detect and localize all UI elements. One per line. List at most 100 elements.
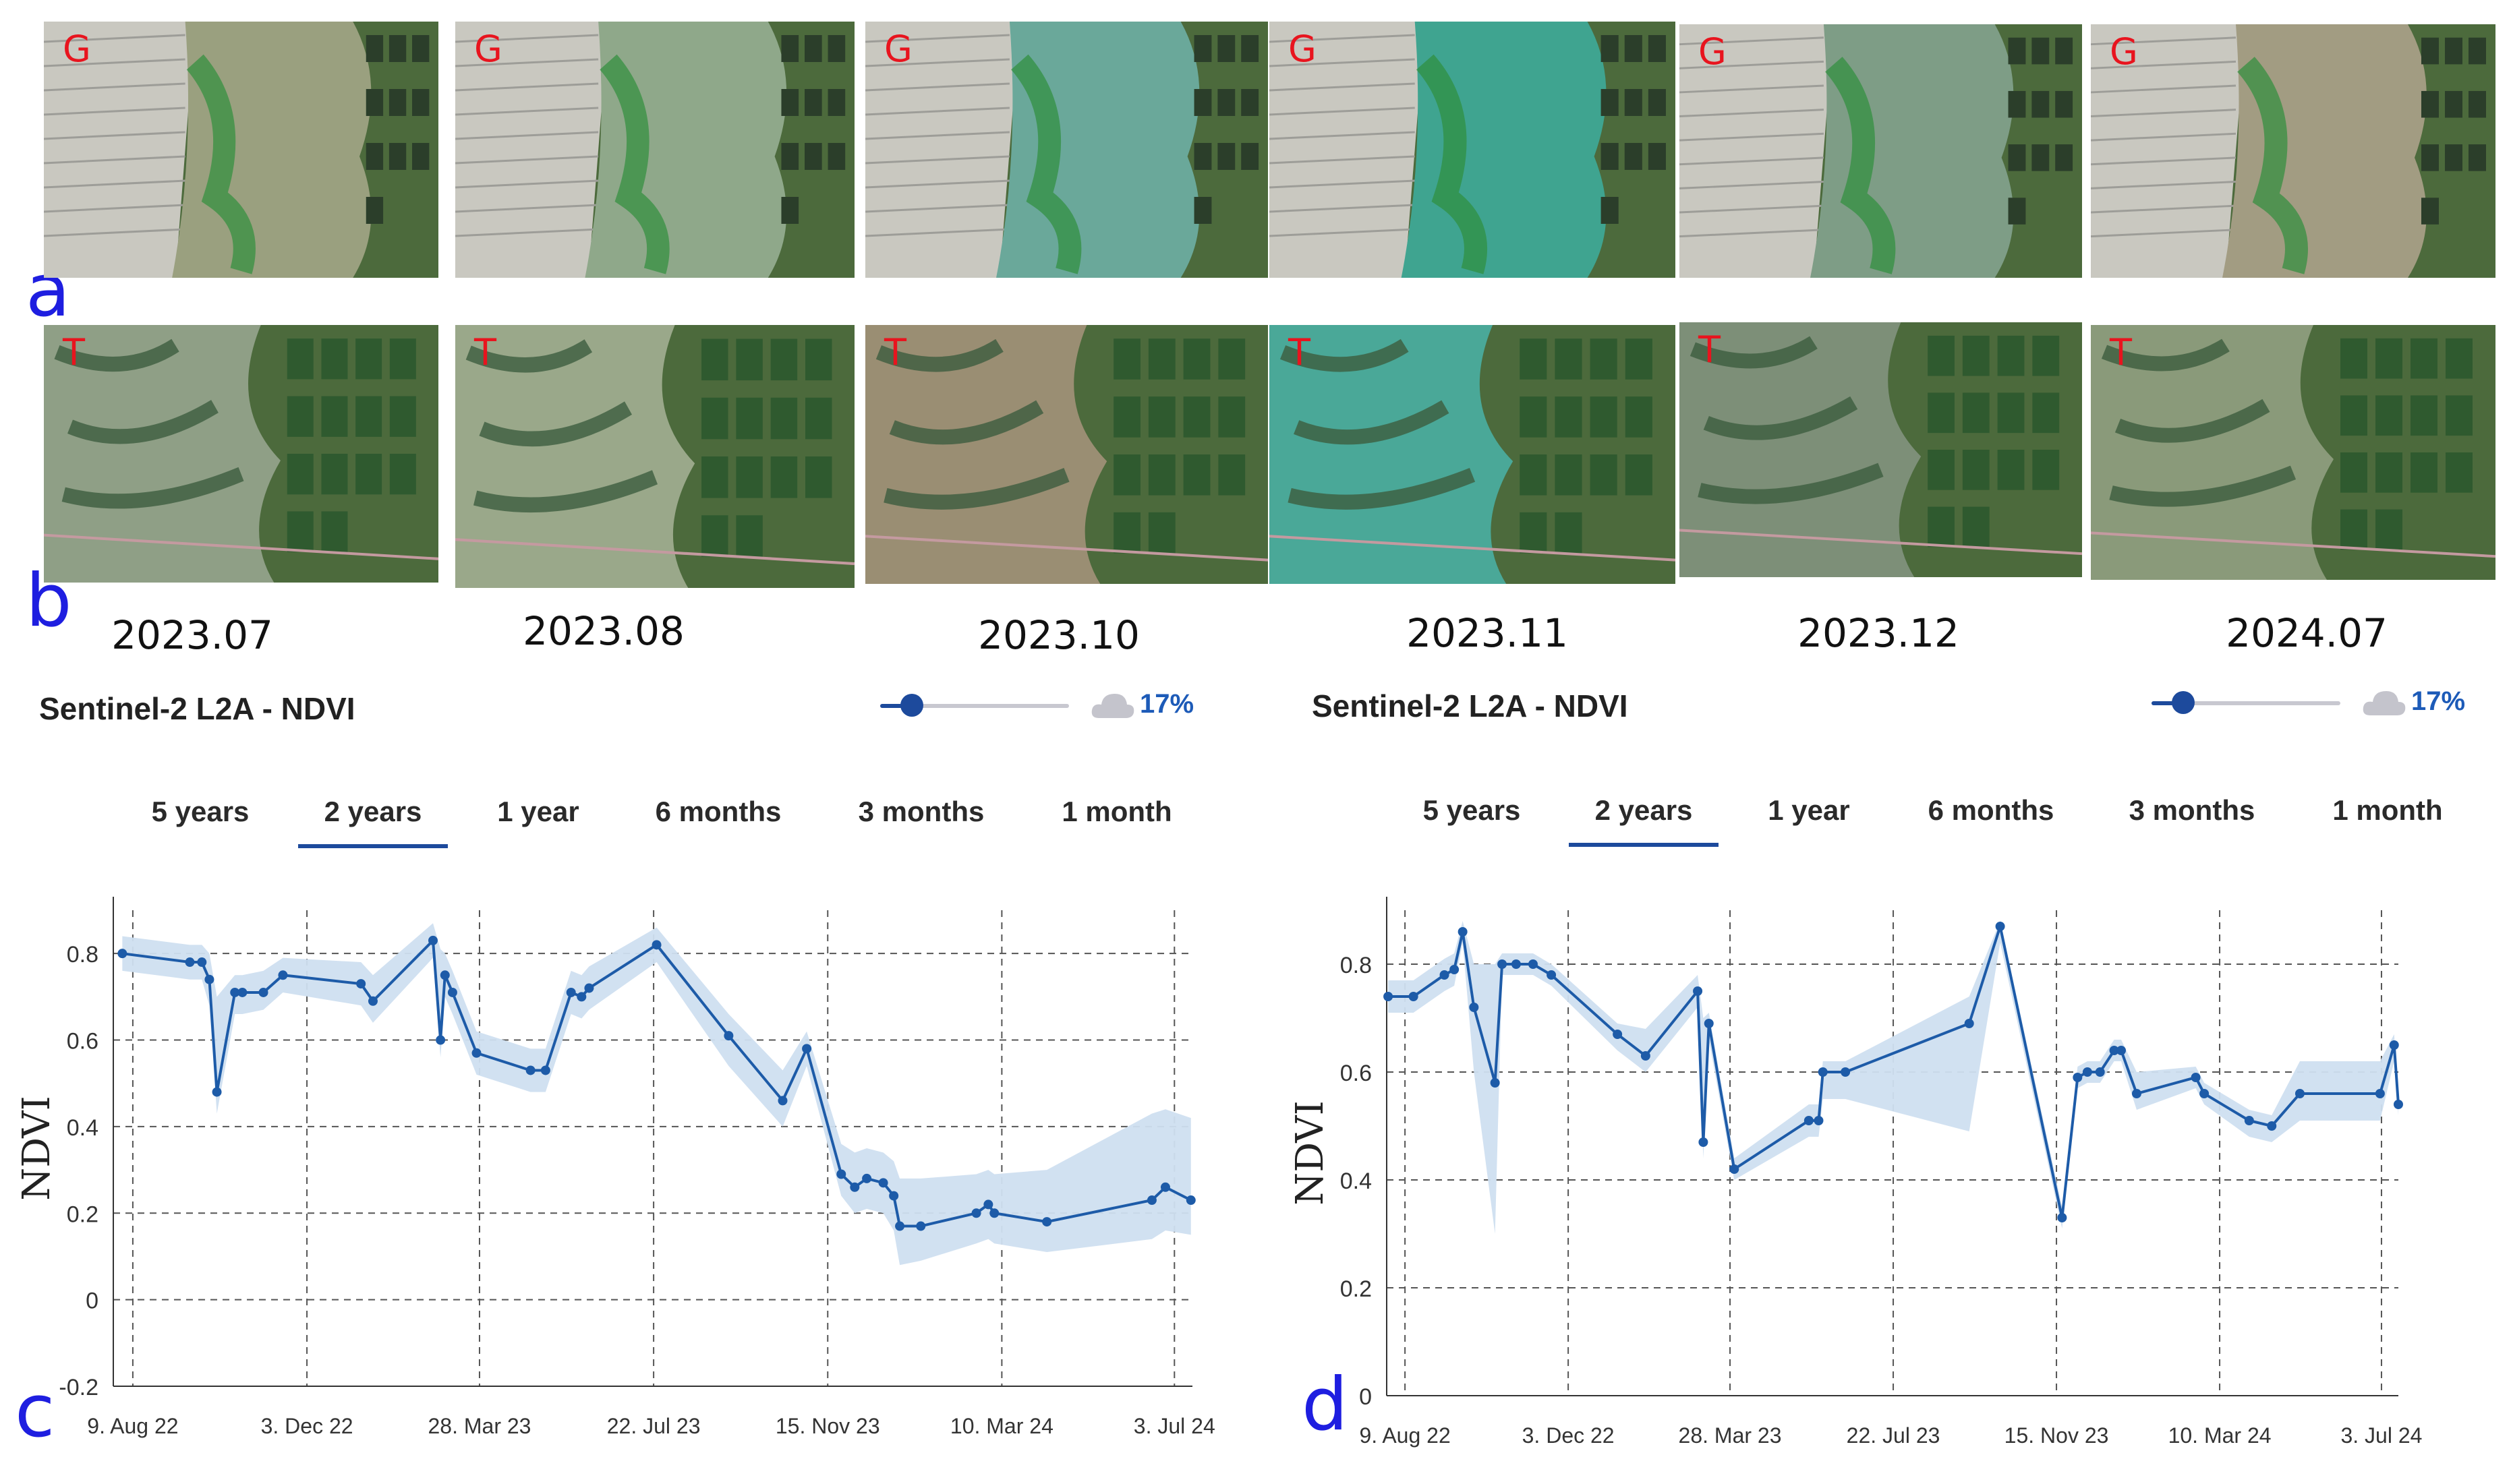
ndvi-data-point[interactable] bbox=[525, 1065, 536, 1075]
ndvi-data-point[interactable] bbox=[850, 1182, 860, 1192]
ndvi-data-point[interactable] bbox=[724, 1031, 734, 1041]
ndvi-data-point[interactable] bbox=[2073, 1073, 2083, 1082]
ndvi-data-point[interactable] bbox=[1995, 922, 2005, 931]
ndvi-data-point[interactable] bbox=[2109, 1046, 2119, 1055]
ndvi-data-point[interactable] bbox=[1693, 986, 1703, 996]
pan-divider bbox=[865, 179, 1010, 189]
ndvi-data-point[interactable] bbox=[1729, 1164, 1739, 1174]
tab-2-years[interactable]: 2 years bbox=[1594, 794, 1693, 826]
ndvi-data-point[interactable] bbox=[2082, 1067, 2092, 1077]
ndvi-data-point[interactable] bbox=[1803, 1116, 1814, 1125]
ndvi-data-point[interactable] bbox=[1640, 1051, 1650, 1061]
ndvi-data-point[interactable] bbox=[368, 996, 378, 1006]
tab-1-month[interactable]: 1 month bbox=[1062, 796, 1172, 827]
ndvi-data-point[interactable] bbox=[577, 992, 587, 1002]
ndvi-data-point[interactable] bbox=[983, 1199, 993, 1210]
ndvi-data-point[interactable] bbox=[540, 1065, 550, 1075]
ndvi-data-point[interactable] bbox=[2294, 1089, 2305, 1098]
fish-pond bbox=[781, 35, 799, 62]
ndvi-data-point[interactable] bbox=[1497, 959, 1507, 969]
ndvi-data-point[interactable] bbox=[2191, 1073, 2201, 1082]
tab-6-months[interactable]: 6 months bbox=[1928, 794, 2054, 826]
ndvi-data-point[interactable] bbox=[1547, 970, 1557, 980]
ndvi-data-point[interactable] bbox=[212, 1087, 222, 1097]
ndvi-data-point[interactable] bbox=[471, 1048, 482, 1058]
ndvi-data-point[interactable] bbox=[1704, 1019, 1714, 1028]
fish-pond bbox=[2031, 37, 2050, 65]
tab-3-months[interactable]: 3 months bbox=[2129, 794, 2255, 826]
ndvi-data-point[interactable] bbox=[447, 987, 457, 997]
ndvi-data-point[interactable] bbox=[258, 987, 268, 997]
cloud-cover-slider-left[interactable]: 17% bbox=[880, 685, 1197, 725]
ndvi-data-point[interactable] bbox=[2057, 1213, 2067, 1222]
ndvi-data-point[interactable] bbox=[778, 1096, 788, 1106]
tab-2-years[interactable]: 2 years bbox=[324, 796, 422, 827]
ndvi-data-point[interactable] bbox=[197, 957, 207, 968]
ndvi-data-point[interactable] bbox=[278, 970, 288, 980]
ndvi-data-point[interactable] bbox=[836, 1169, 846, 1179]
ndvi-data-point[interactable] bbox=[1147, 1195, 1157, 1206]
ndvi-data-point[interactable] bbox=[2116, 1046, 2127, 1055]
ndvi-data-point[interactable] bbox=[1439, 970, 1449, 980]
ndvi-data-point[interactable] bbox=[1613, 1030, 1623, 1039]
tab-1-month[interactable]: 1 month bbox=[2332, 794, 2443, 826]
ndvi-data-point[interactable] bbox=[1457, 927, 1468, 937]
ndvi-data-point[interactable] bbox=[1818, 1067, 1828, 1077]
ndvi-data-point[interactable] bbox=[440, 970, 450, 980]
ndvi-data-point[interactable] bbox=[1490, 1078, 1500, 1088]
tab-5-years[interactable]: 5 years bbox=[151, 796, 250, 827]
ndvi-data-point[interactable] bbox=[2095, 1067, 2105, 1077]
ndvi-data-point[interactable] bbox=[1469, 1003, 1479, 1012]
ndvi-data-point[interactable] bbox=[185, 957, 195, 968]
ndvi-data-point[interactable] bbox=[889, 1191, 899, 1201]
ndvi-data-point[interactable] bbox=[230, 987, 240, 997]
ndvi-data-point[interactable] bbox=[971, 1208, 981, 1218]
pan-divider bbox=[1269, 34, 1415, 43]
ndvi-data-point[interactable] bbox=[878, 1178, 888, 1188]
ndvi-data-point[interactable] bbox=[2394, 1100, 2403, 1109]
tab-5-years[interactable]: 5 years bbox=[1422, 794, 1521, 826]
slider-handle[interactable] bbox=[2172, 691, 2195, 714]
ndvi-data-point[interactable] bbox=[1511, 959, 1521, 969]
ndvi-data-point[interactable] bbox=[1814, 1116, 1824, 1125]
ndvi-data-point[interactable] bbox=[1160, 1182, 1170, 1192]
satellite-image bbox=[1679, 322, 2082, 577]
ndvi-data-point[interactable] bbox=[2375, 1089, 2385, 1098]
ndvi-data-point[interactable] bbox=[436, 1035, 446, 1045]
ndvi-data-point[interactable] bbox=[428, 935, 438, 945]
tab-1-year[interactable]: 1 year bbox=[497, 796, 579, 827]
ndvi-data-point[interactable] bbox=[566, 987, 576, 997]
ndvi-data-point[interactable] bbox=[204, 974, 214, 984]
ndvi-data-point[interactable] bbox=[652, 940, 662, 950]
ndvi-data-point[interactable] bbox=[989, 1208, 1000, 1218]
cloud-cover-slider-right[interactable]: 17% bbox=[2152, 682, 2469, 723]
ndvi-data-point[interactable] bbox=[802, 1044, 812, 1054]
ndvi-data-point[interactable] bbox=[1449, 965, 1460, 974]
ndvi-data-point[interactable] bbox=[1528, 959, 1538, 969]
ndvi-data-point[interactable] bbox=[237, 987, 248, 997]
ndvi-data-point[interactable] bbox=[2199, 1089, 2210, 1098]
ndvi-data-point[interactable] bbox=[2389, 1040, 2399, 1050]
tab-6-months[interactable]: 6 months bbox=[655, 796, 782, 827]
ndvi-data-point[interactable] bbox=[1698, 1137, 1708, 1147]
ndvi-data-point[interactable] bbox=[1042, 1217, 1052, 1227]
tab-1-year[interactable]: 1 year bbox=[1768, 794, 1850, 826]
ndvi-data-point[interactable] bbox=[2244, 1116, 2254, 1125]
ndvi-data-point[interactable] bbox=[895, 1221, 905, 1231]
ndvi-data-point[interactable] bbox=[117, 949, 127, 959]
ndvi-data-point[interactable] bbox=[862, 1173, 872, 1183]
ndvi-data-point[interactable] bbox=[1186, 1195, 1196, 1206]
ndvi-data-point[interactable] bbox=[1383, 992, 1393, 1001]
ndvi-data-point[interactable] bbox=[356, 979, 366, 989]
ndvi-data-point[interactable] bbox=[1841, 1067, 1851, 1077]
slider-handle[interactable] bbox=[900, 694, 923, 717]
ndvi-data-point[interactable] bbox=[2131, 1089, 2141, 1098]
fish-pond bbox=[1648, 143, 1666, 170]
ndvi-data-point[interactable] bbox=[2267, 1121, 2277, 1131]
tab-3-months[interactable]: 3 months bbox=[858, 796, 985, 827]
ndvi-data-point[interactable] bbox=[916, 1221, 926, 1231]
ndvi-data-point[interactable] bbox=[1964, 1019, 1974, 1028]
field-plot bbox=[1148, 454, 1176, 496]
ndvi-data-point[interactable] bbox=[1408, 992, 1418, 1001]
ndvi-data-point[interactable] bbox=[584, 983, 594, 993]
